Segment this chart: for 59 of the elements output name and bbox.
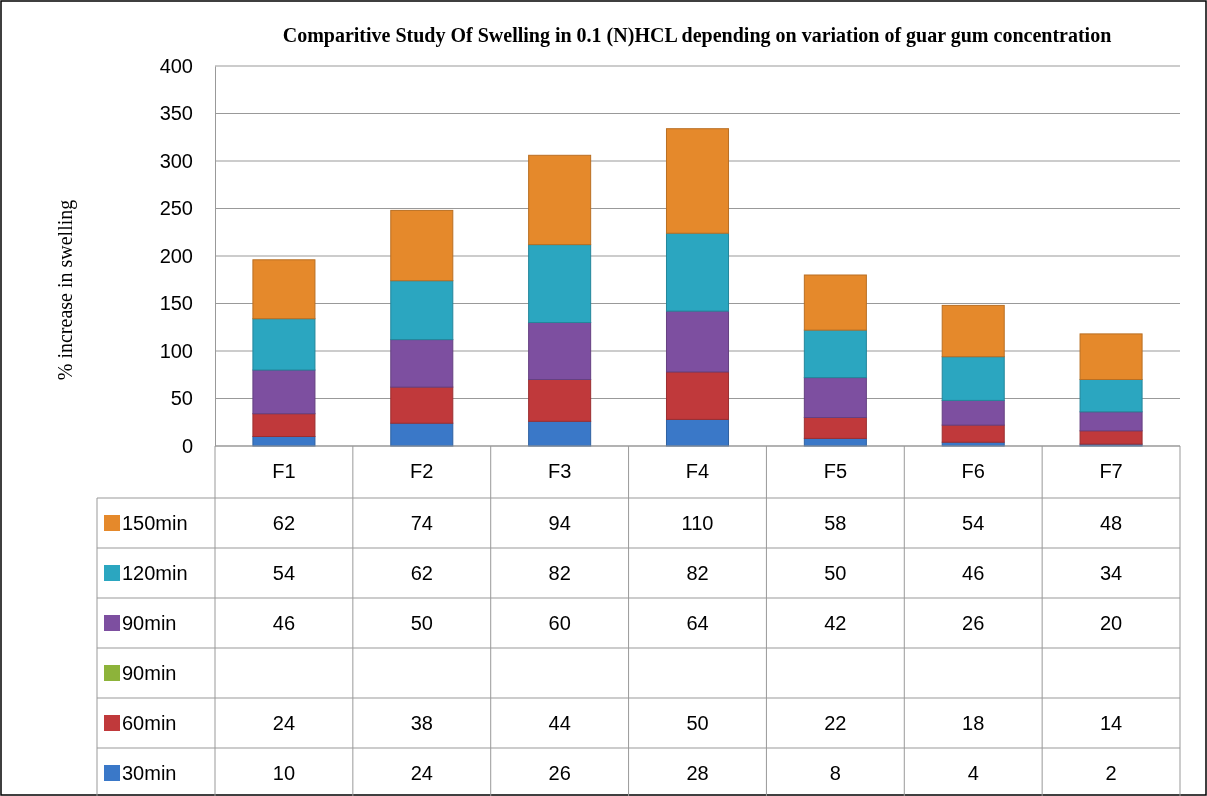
legend-label: 60min xyxy=(122,712,177,734)
legend-label: 90min xyxy=(122,662,177,684)
legend-label: 90min xyxy=(122,612,177,634)
data-label: 74 xyxy=(410,512,433,534)
chart-title: Comparitive Study Of Swelling in 0.1 (N)HCL depending on variation of guar gum concentration xyxy=(282,24,1112,47)
data-label: 60 xyxy=(548,612,571,634)
legend-label: 120min xyxy=(122,562,188,584)
x-tick-label: F4 xyxy=(685,460,710,482)
data-label: 4 xyxy=(967,762,979,784)
x-tick-label: F6 xyxy=(961,460,985,482)
data-label: 50 xyxy=(410,612,433,634)
y-tick-label: 0 xyxy=(181,434,193,457)
y-tick-label: 100 xyxy=(159,339,193,362)
y-tick-label: 400 xyxy=(159,54,193,77)
data-label: 44 xyxy=(548,712,571,734)
data-label: 46 xyxy=(962,562,985,584)
data-label: 48 xyxy=(1099,512,1123,534)
y-tick-label: 50 xyxy=(170,387,193,410)
x-tick-label: F7 xyxy=(1099,460,1123,482)
data-label: 46 xyxy=(272,612,296,634)
data-label: 54 xyxy=(962,512,985,534)
data-label: 24 xyxy=(410,762,433,784)
data-label: 62 xyxy=(272,512,296,534)
y-tick-label: 150 xyxy=(159,292,193,315)
data-label: 94 xyxy=(548,512,571,534)
data-label: 26 xyxy=(548,762,571,784)
data-label: 14 xyxy=(1099,712,1123,734)
data-label: 24 xyxy=(272,712,296,734)
y-tick-label: 350 xyxy=(159,102,193,125)
data-label: 22 xyxy=(824,712,847,734)
legend-label: 150min xyxy=(122,512,188,534)
data-label: 38 xyxy=(410,712,433,734)
y-tick-label: 200 xyxy=(159,244,193,267)
data-label: 54 xyxy=(272,562,296,584)
data-label: 64 xyxy=(686,612,709,634)
data-label: 62 xyxy=(410,562,433,584)
data-label: 20 xyxy=(1099,612,1123,634)
data-label: 42 xyxy=(824,612,847,634)
x-tick-label: F2 xyxy=(410,460,434,482)
x-tick-label: F5 xyxy=(823,460,848,482)
y-axis-title: % increase in swelling xyxy=(54,199,77,381)
data-label: 8 xyxy=(829,762,841,784)
x-tick-label: F1 xyxy=(272,460,296,482)
data-label: 10 xyxy=(272,762,296,784)
data-label: 82 xyxy=(686,562,709,584)
data-label: 50 xyxy=(824,562,847,584)
data-label: 82 xyxy=(548,562,571,584)
y-tick-label: 250 xyxy=(159,197,193,220)
data-label: 50 xyxy=(686,712,709,734)
data-label: 58 xyxy=(824,512,847,534)
data-label: 34 xyxy=(1099,562,1123,584)
data-label: 26 xyxy=(962,612,985,634)
legend-label: 30min xyxy=(122,762,177,784)
x-tick-label: F3 xyxy=(547,460,572,482)
y-tick-label: 300 xyxy=(159,149,193,172)
data-label: 18 xyxy=(962,712,985,734)
data-label: 2 xyxy=(1105,762,1117,784)
data-label: 110 xyxy=(681,512,714,534)
data-label: 28 xyxy=(686,762,709,784)
